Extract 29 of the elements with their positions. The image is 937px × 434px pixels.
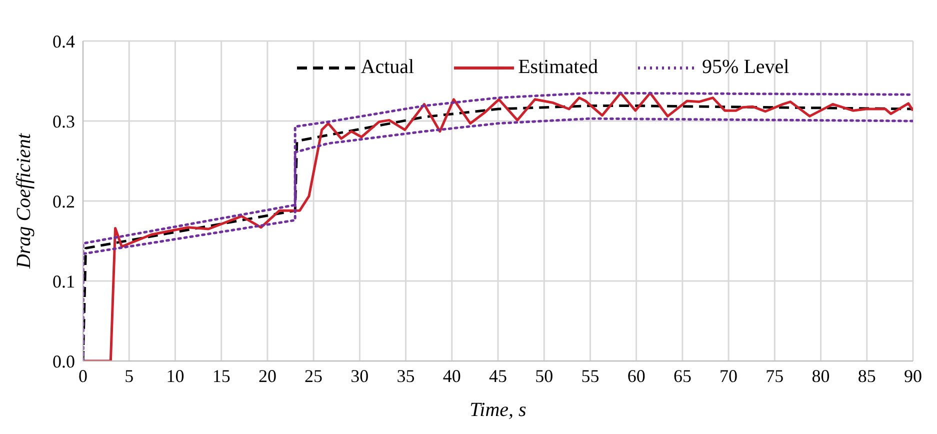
x-axis-title: Time, s [470,399,527,421]
x-tick-label: 80 [812,366,830,386]
y-tick-label: 0.1 [52,271,75,292]
x-tick-label: 50 [535,366,554,386]
x-tick-label: 30 [350,366,369,386]
x-tick-label: 35 [396,366,415,386]
x-tick-label: 60 [627,366,646,386]
y-axis-title: Drag Coefficient [13,133,36,270]
legend-label: Estimated [518,56,598,79]
y-tick-label: 0.4 [52,31,75,52]
x-tick-label: 5 [124,366,134,386]
x-tick-label: 15 [212,366,230,386]
x-tick-label: 65 [673,366,692,386]
legend-label: 95% Level [702,56,790,79]
y-tick-label: 0.3 [52,111,75,132]
x-tick-label: 10 [166,366,184,386]
x-tick-label: 75 [766,366,784,386]
y-tick-label: 0.2 [52,191,75,212]
x-tick-label: 90 [904,366,922,386]
x-tick-label: 25 [304,366,323,386]
x-tick-label: 40 [442,366,461,386]
x-tick-label: 0 [78,366,88,386]
x-tick-label: 55 [581,366,600,386]
x-tick-label: 45 [489,366,507,386]
x-tick-label: 70 [720,366,738,386]
legend-label: Actual [360,56,414,79]
x-tick-label: 20 [258,366,276,386]
x-tick-label: 85 [858,366,876,386]
y-tick-label: 0.0 [52,351,75,372]
